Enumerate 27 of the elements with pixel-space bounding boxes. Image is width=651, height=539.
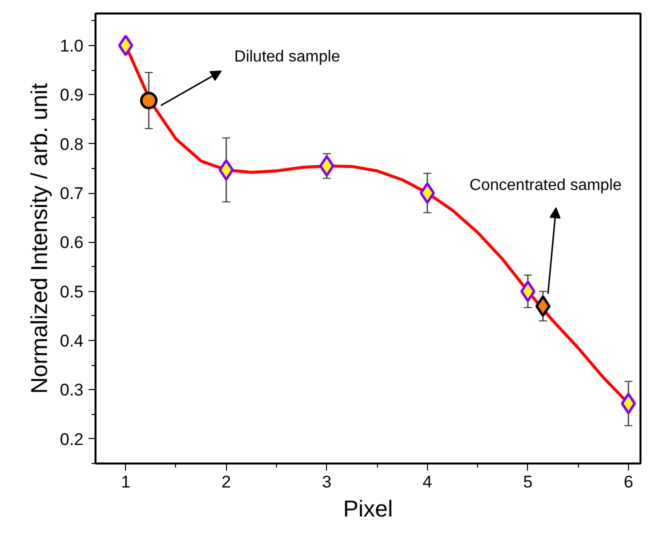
point (420, 182, 435, 204)
y-tick-label: 1.0 (60, 36, 84, 56)
point (218, 159, 234, 181)
y-axis-title: Normalized Intensity / arb. unit (26, 82, 52, 394)
annotation: Diluted sample (234, 48, 340, 66)
x-tick-label: 3 (322, 472, 332, 492)
point (140, 92, 158, 110)
x-tick-label: 2 (221, 472, 231, 492)
x-tick-label: 5 (523, 472, 533, 492)
x-axis-title: Pixel (343, 496, 393, 522)
y-tick-label: 0.8 (60, 134, 84, 154)
point (118, 34, 134, 56)
y-tick-label: 0.3 (60, 380, 84, 400)
point (520, 280, 536, 302)
y-tick-label: 0.6 (60, 233, 84, 252)
x-tick-label: 6 (624, 472, 634, 492)
y-tick-label: 0.9 (60, 86, 84, 105)
annotation: Concentrated sample (470, 177, 622, 194)
point (535, 295, 551, 317)
y-tick-label: 0.4 (60, 332, 84, 351)
point (620, 392, 636, 414)
x-tick-label: 1 (120, 472, 130, 492)
y-tick-label: 0.2 (60, 430, 84, 449)
y-tick-label: 0.7 (60, 184, 84, 204)
y-tick-label: 0.5 (60, 282, 84, 302)
x-tick-label: 4 (422, 472, 432, 492)
point (319, 155, 334, 177)
